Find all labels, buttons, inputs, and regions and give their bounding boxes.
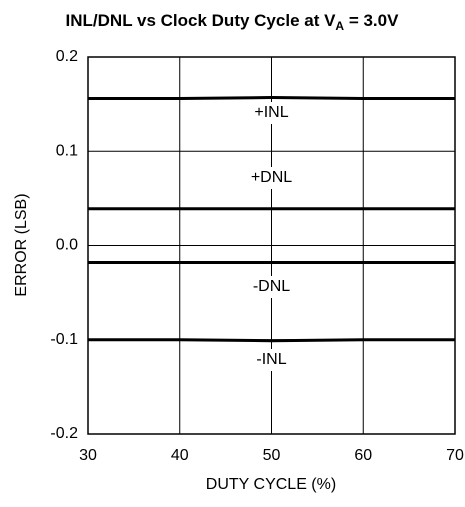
series-line bbox=[88, 96, 455, 100]
x-tick-label: 50 bbox=[263, 447, 281, 464]
chart-title: INL/DNL vs Clock Duty Cycle at VA = 3.0V bbox=[66, 11, 400, 33]
label-background bbox=[247, 276, 296, 298]
y-axis-label: ERROR (LSB) bbox=[13, 193, 30, 296]
y-tick-label: 0.0 bbox=[56, 237, 78, 254]
series-label: -INL bbox=[256, 351, 286, 368]
title-part: = 3.0V bbox=[344, 11, 399, 30]
label-background bbox=[247, 349, 296, 371]
series-label: +INL bbox=[254, 104, 288, 121]
x-tick-label: 70 bbox=[446, 447, 464, 464]
series-line bbox=[88, 338, 455, 343]
series-label: -DNL bbox=[253, 278, 290, 295]
title-part: INL/DNL vs Clock Duty Cycle at V bbox=[66, 11, 337, 30]
x-axis-label: DUTY CYCLE (%) bbox=[206, 476, 336, 493]
y-tick-label: 0.2 bbox=[56, 48, 78, 65]
x-tick-label: 40 bbox=[171, 447, 189, 464]
label-background bbox=[247, 167, 296, 189]
y-tick-label: -0.2 bbox=[50, 425, 78, 442]
y-tick-label: 0.1 bbox=[56, 142, 78, 159]
title-subscript: A bbox=[335, 19, 344, 33]
y-tick-label: -0.1 bbox=[50, 331, 78, 348]
plot-frame bbox=[87, 56, 456, 435]
x-tick-label: 60 bbox=[354, 447, 372, 464]
x-tick-label: 30 bbox=[79, 447, 97, 464]
series-label: +DNL bbox=[251, 169, 292, 186]
label-background bbox=[247, 102, 296, 124]
